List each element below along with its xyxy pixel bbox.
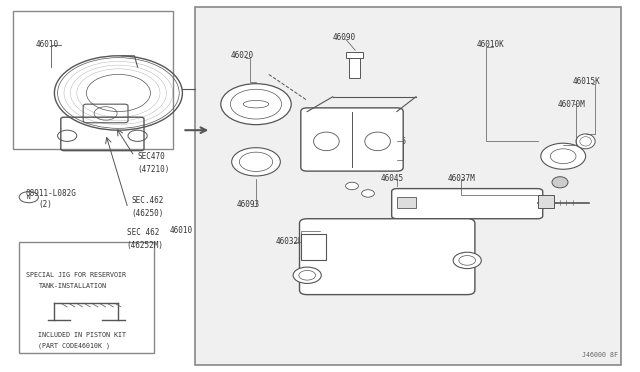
Bar: [195, 7, 621, 365]
Circle shape: [232, 148, 280, 176]
Text: 46010K: 46010K: [477, 40, 504, 49]
Text: (46250): (46250): [131, 209, 164, 218]
Ellipse shape: [552, 177, 568, 188]
Text: 46015K: 46015K: [573, 77, 600, 86]
Bar: [538, 195, 554, 208]
Circle shape: [541, 143, 586, 169]
Text: (47210): (47210): [138, 165, 170, 174]
Bar: [13, 11, 173, 149]
Text: 46090: 46090: [333, 33, 356, 42]
Text: J46000 8F: J46000 8F: [582, 352, 618, 358]
Text: 46093: 46093: [237, 200, 260, 209]
Bar: [397, 197, 416, 208]
Text: 46045: 46045: [381, 174, 404, 183]
Text: 46020: 46020: [230, 51, 253, 60]
Text: 46037M: 46037M: [448, 174, 476, 183]
Text: (2): (2): [38, 200, 52, 209]
Text: 46070M: 46070M: [558, 100, 586, 109]
Circle shape: [293, 267, 321, 283]
Text: INCLUDED IN PISTON KIT: INCLUDED IN PISTON KIT: [38, 332, 127, 338]
Circle shape: [453, 252, 481, 269]
Text: 46010: 46010: [35, 40, 58, 49]
Text: (PART CODE46010K ): (PART CODE46010K ): [38, 343, 111, 349]
Bar: [349, 58, 360, 78]
Text: TANK-INSTALLATION: TANK-INSTALLATION: [38, 283, 106, 289]
Bar: [19, 242, 154, 353]
Text: N: N: [27, 195, 31, 200]
FancyBboxPatch shape: [301, 108, 403, 171]
Text: 46045: 46045: [384, 137, 407, 146]
FancyBboxPatch shape: [300, 219, 475, 295]
Text: 46010: 46010: [170, 226, 193, 235]
Bar: [301, 234, 326, 260]
Bar: [346, 52, 363, 58]
Circle shape: [346, 182, 358, 190]
Circle shape: [221, 84, 291, 125]
FancyBboxPatch shape: [392, 189, 543, 219]
Text: (46252M): (46252M): [127, 241, 164, 250]
Text: SEC 462: SEC 462: [127, 228, 159, 237]
Text: 46032M: 46032M: [275, 237, 303, 246]
Text: SEC470: SEC470: [138, 152, 165, 161]
Text: SEC.462: SEC.462: [131, 196, 164, 205]
Circle shape: [362, 190, 374, 197]
Text: 08911-L082G: 08911-L082G: [26, 189, 76, 198]
Ellipse shape: [576, 134, 595, 149]
Text: SPECIAL JIG FOR RESERVOIR: SPECIAL JIG FOR RESERVOIR: [26, 272, 125, 278]
